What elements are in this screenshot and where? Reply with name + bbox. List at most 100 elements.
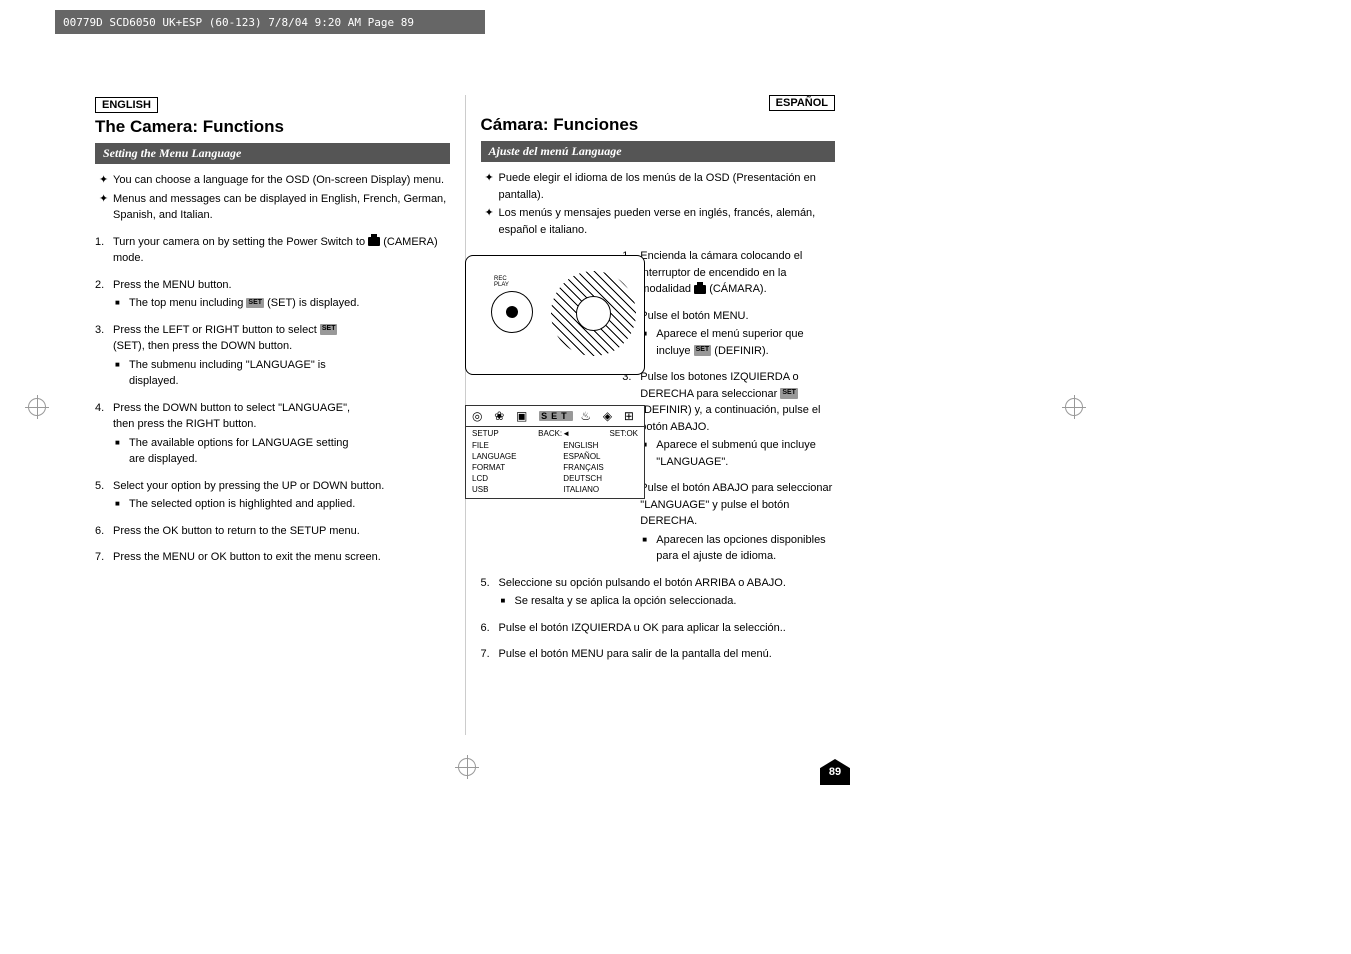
dial-play-label: PLAY: [494, 282, 509, 288]
intro-item: You can choose a language for the OSD (O…: [95, 172, 450, 189]
camera-illustration: REC PLAY: [465, 255, 665, 385]
sub-item: Se resalta y se aplica la opción selecci…: [499, 593, 836, 610]
subsection-spanish: Ajuste del menú Language: [481, 141, 836, 162]
menu-cell: FRANÇAIS: [563, 463, 638, 472]
step-2-en: 2. Press the MENU button. The top menu i…: [95, 277, 450, 312]
step-7-en: 7. Press the MENU or OK button to exit t…: [95, 549, 450, 566]
set-icon: SET: [780, 388, 798, 399]
step-content: Pulse el botón MENU para salir de la pan…: [499, 646, 836, 663]
sub-item: Aparece el submenú que incluye "LANGUAGE…: [640, 437, 835, 470]
page-container: ENGLISH The Camera: Functions Setting th…: [95, 95, 835, 735]
step-6-en: 6. Press the OK button to return to the …: [95, 523, 450, 540]
lens-area: [551, 271, 636, 356]
subsection-english: Setting the Menu Language: [95, 143, 450, 164]
step-num: 6.: [481, 620, 499, 637]
step-text: Select your option by pressing the UP or…: [113, 480, 384, 492]
step-suffix: (DEFINIR) y, a continuación, pulse el bo…: [640, 404, 820, 433]
menu-cell: LANGUAGE: [472, 452, 563, 461]
registration-mark-bottom: [455, 755, 479, 779]
sub-item: The top menu including SET (SET) is disp…: [113, 295, 450, 312]
step-content: Turn your camera on by setting the Power…: [113, 234, 450, 267]
page-number-badge: 89: [820, 759, 850, 785]
step-content: Press the MENU or OK button to exit the …: [113, 549, 450, 566]
step-content: Press the DOWN button to select "LANGUAG…: [113, 400, 361, 468]
step-content: Pulse los botones IZQUIERDA o DERECHA pa…: [640, 369, 835, 470]
intro-item: Los menús y mensajes pueden verse en ing…: [481, 205, 836, 238]
content-english: You can choose a language for the OSD (O…: [95, 172, 450, 566]
step-content: Pulse el botón MENU. Aparece el menú sup…: [640, 308, 835, 360]
intro-item: Menus and messages can be displayed in E…: [95, 191, 450, 224]
step-content: Pulse el botón ABAJO para seleccionar "L…: [640, 480, 835, 565]
set-icon: SET: [694, 345, 712, 356]
camera-icon: [694, 285, 706, 294]
sub-text: (DEFINIR).: [714, 345, 768, 357]
menu-cell: LCD: [472, 474, 563, 483]
step-num: 7.: [95, 549, 113, 566]
menu-cell: ITALIANO: [563, 485, 638, 494]
menu-cell: ESPAÑOL: [563, 452, 638, 461]
step-5-es: 5. Seleccione su opción pulsando el botó…: [481, 575, 836, 610]
set-icon: SET: [320, 324, 338, 335]
menu-icons-row: ◎ ❀ ▣ SET ♨ ◈ ⊞: [466, 406, 644, 427]
step-num: 5.: [95, 478, 113, 513]
section-title-english: The Camera: Functions: [95, 117, 450, 137]
menu-row: FORMAT FRANÇAIS: [466, 462, 644, 473]
lang-label-spanish: ESPAÑOL: [769, 95, 835, 111]
step-num: 4.: [95, 400, 113, 468]
menu-row: FILE ENGLISH: [466, 440, 644, 451]
step-text: Seleccione su opción pulsando el botón A…: [499, 577, 786, 589]
menu-header-mid: BACK:◄: [538, 429, 570, 438]
menu-icon: ⊞: [624, 409, 638, 423]
step-1-en: 1. Turn your camera on by setting the Po…: [95, 234, 450, 267]
step-text: Press the MENU button.: [113, 279, 232, 291]
sub-item: The submenu including "LANGUAGE" is disp…: [113, 357, 361, 390]
step-num: 1.: [95, 234, 113, 267]
step-num: 7.: [481, 646, 499, 663]
step-text: Turn your camera on by setting the Power…: [113, 236, 368, 248]
step-text: Press the LEFT or RIGHT button to select: [113, 324, 320, 336]
step-content: Press the MENU button. The top menu incl…: [113, 277, 450, 312]
sub-item: Aparecen las opciones disponibles para e…: [640, 532, 835, 565]
sub-item: The selected option is highlighted and a…: [113, 496, 450, 513]
sub-text: (SET) is displayed.: [267, 297, 359, 309]
step-6-es: 6. Pulse el botón IZQUIERDA u OK para ap…: [481, 620, 836, 637]
step-content: Seleccione su opción pulsando el botón A…: [499, 575, 836, 610]
menu-row: USB ITALIANO: [466, 484, 644, 498]
sub-text: The top menu including: [129, 297, 246, 309]
menu-header-right: SET:OK: [610, 429, 638, 438]
menu-cell: FORMAT: [472, 463, 563, 472]
menu-screen: ◎ ❀ ▣ SET ♨ ◈ ⊞ SETUP BACK:◄ SET:OK FILE…: [465, 405, 645, 499]
step-num: 2.: [95, 277, 113, 312]
step-content: Press the OK button to return to the SET…: [113, 523, 450, 540]
menu-icon: ◎: [472, 409, 486, 423]
step-text: Press the DOWN button to select "LANGUAG…: [113, 402, 350, 431]
menu-header: SETUP BACK:◄ SET:OK: [466, 427, 644, 440]
step-5-en: 5. Select your option by pressing the UP…: [95, 478, 450, 513]
english-column: ENGLISH The Camera: Functions Setting th…: [95, 95, 465, 735]
step-7-es: 7. Pulse el botón MENU para salir de la …: [481, 646, 836, 663]
step-4-en: 4. Press the DOWN button to select "LANG…: [95, 400, 361, 468]
header-strip: 00779D SCD6050 UK+ESP (60-123) 7/8/04 9:…: [55, 10, 485, 34]
step-content: Pulse el botón IZQUIERDA u OK para aplic…: [499, 620, 836, 637]
menu-row: LANGUAGE ESPAÑOL: [466, 451, 644, 462]
step-suffix: (SET), then press the DOWN button.: [113, 340, 292, 352]
registration-mark-left: [25, 395, 49, 419]
registration-mark-right: [1062, 395, 1086, 419]
menu-icon: ◈: [603, 409, 616, 423]
menu-icon: ❀: [494, 409, 508, 423]
intro-list-english: You can choose a language for the OSD (O…: [95, 172, 450, 224]
menu-cell: ENGLISH: [563, 441, 638, 450]
step-content: Press the LEFT or RIGHT button to select…: [113, 322, 361, 390]
intro-list-spanish: Puede elegir el idioma de los menús de l…: [481, 170, 836, 238]
intro-item: Puede elegir el idioma de los menús de l…: [481, 170, 836, 203]
step-3-en: 3. Press the LEFT or RIGHT button to sel…: [95, 322, 361, 390]
sub-item: Aparece el menú superior que incluye SET…: [640, 326, 835, 359]
step-content: Encienda la cámara colocando el interrup…: [640, 248, 835, 298]
sub-item: The available options for LANGUAGE setti…: [113, 435, 361, 468]
camera-icon: [368, 237, 380, 246]
step-text: Pulse el botón ABAJO para seleccionar "L…: [640, 482, 832, 527]
step-num: 5.: [481, 575, 499, 610]
menu-cell: FILE: [472, 441, 563, 450]
step-num: 3.: [95, 322, 113, 390]
set-icon: SET: [539, 411, 573, 421]
